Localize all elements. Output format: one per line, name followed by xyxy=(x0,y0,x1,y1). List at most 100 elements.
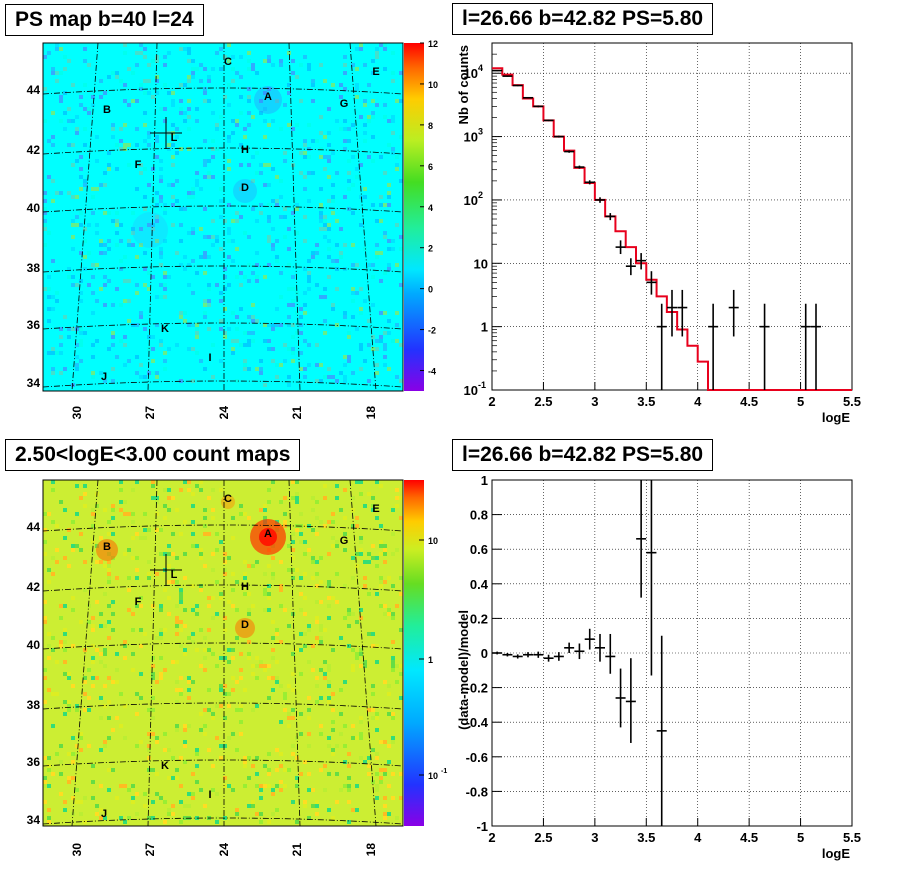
count-pixel xyxy=(123,640,127,644)
ps-pixel xyxy=(271,323,275,327)
ps-pixel xyxy=(375,219,379,223)
ps-pixel xyxy=(123,255,127,259)
count-pixel xyxy=(99,660,103,664)
ps-pixel xyxy=(315,283,319,287)
spectrum-xtick-label: 3 xyxy=(591,394,598,409)
count-pixel xyxy=(263,592,267,596)
count-pixel xyxy=(183,652,187,656)
ps-pixel xyxy=(203,99,207,103)
count-pixel xyxy=(143,804,147,808)
residual-data-point xyxy=(512,654,523,659)
count-pixel xyxy=(395,488,399,492)
count-pixel xyxy=(67,528,71,532)
count-lat-line xyxy=(42,759,404,767)
ps-pixel xyxy=(243,231,247,235)
ps-pixel xyxy=(147,63,151,67)
ps-pixel xyxy=(347,331,351,335)
count-pixel xyxy=(227,660,231,664)
ps-pixel xyxy=(115,143,119,147)
count-pixel xyxy=(375,784,379,788)
count-lat-tick: 42 xyxy=(27,580,41,594)
ps-source-label: J xyxy=(101,371,107,383)
count-pixel xyxy=(139,696,143,700)
count-pixel xyxy=(211,716,215,720)
count-pixel xyxy=(311,556,315,560)
count-pixel xyxy=(327,552,331,556)
ps-pixel xyxy=(399,179,403,183)
count-pixel xyxy=(99,716,103,720)
count-pixel xyxy=(247,516,251,520)
count-pixel xyxy=(267,564,271,568)
ps-pixel xyxy=(391,119,395,123)
spectrum-data-point xyxy=(800,303,811,390)
ps-pixel xyxy=(55,191,59,195)
count-pixel xyxy=(271,688,275,692)
count-pixel xyxy=(211,516,215,520)
count-pixel xyxy=(395,680,399,684)
ps-pixel xyxy=(215,235,219,239)
count-pixel xyxy=(207,708,211,712)
count-pixel xyxy=(151,656,155,660)
ps-pixel xyxy=(391,147,395,151)
ps-pixel xyxy=(231,119,235,123)
ps-pixel xyxy=(119,223,123,227)
count-pixel xyxy=(335,572,339,576)
count-pixel xyxy=(295,776,299,780)
ps-pixel xyxy=(323,375,327,379)
count-pixel xyxy=(319,724,323,728)
count-pixel xyxy=(187,480,191,484)
count-pixel xyxy=(251,664,255,668)
ps-pixel xyxy=(107,239,111,243)
count-pixel xyxy=(335,600,339,604)
count-pixel xyxy=(199,728,203,732)
ps-pixel xyxy=(259,171,263,175)
ps-pixel xyxy=(175,179,179,183)
count-pixel xyxy=(107,604,111,608)
count-pixel xyxy=(71,608,75,612)
ps-pixel xyxy=(55,71,59,75)
ps-pixel xyxy=(103,251,107,255)
count-pixel xyxy=(275,680,279,684)
count-pixel xyxy=(351,556,355,560)
ps-pixel xyxy=(247,95,251,99)
ps-pixel xyxy=(283,103,287,107)
count-pixel xyxy=(195,544,199,548)
ps-pixel xyxy=(163,287,167,291)
ps-pixel xyxy=(323,135,327,139)
ps-pixel xyxy=(207,283,211,287)
ps-pixel xyxy=(155,59,159,63)
ps-source-label: F xyxy=(135,159,142,171)
ps-pixel xyxy=(163,119,167,123)
count-pixel xyxy=(175,632,179,636)
ps-pixel xyxy=(371,347,375,351)
count-lon-line xyxy=(147,479,158,827)
count-pixel xyxy=(335,800,339,804)
ps-pixel xyxy=(171,155,175,159)
count-pixel xyxy=(175,724,179,728)
ps-pixel xyxy=(199,359,203,363)
ps-pixel xyxy=(159,295,163,299)
ps-pixel xyxy=(287,83,291,87)
count-pixel xyxy=(299,732,303,736)
count-pixel xyxy=(359,720,363,724)
ps-pixel xyxy=(139,311,143,315)
count-pixel xyxy=(367,708,371,712)
ps-pixel xyxy=(115,287,119,291)
ps-pixel xyxy=(79,291,83,295)
ps-pixel xyxy=(95,135,99,139)
ps-pixel xyxy=(147,223,151,227)
ps-pixel xyxy=(335,119,339,123)
count-pixel xyxy=(63,628,67,632)
ps-pixel xyxy=(239,163,243,167)
count-lon-tick: 21 xyxy=(290,843,304,857)
ps-pixel xyxy=(363,99,367,103)
ps-pixel xyxy=(343,71,347,75)
count-pixel xyxy=(287,568,291,572)
ps-colorbar-label: 2 xyxy=(428,244,433,254)
count-pixel xyxy=(135,556,139,560)
count-pixel xyxy=(115,796,119,800)
ps-pixel xyxy=(227,135,231,139)
count-pixel xyxy=(199,712,203,716)
count-pixel xyxy=(175,556,179,560)
ps-pixel xyxy=(399,283,403,287)
